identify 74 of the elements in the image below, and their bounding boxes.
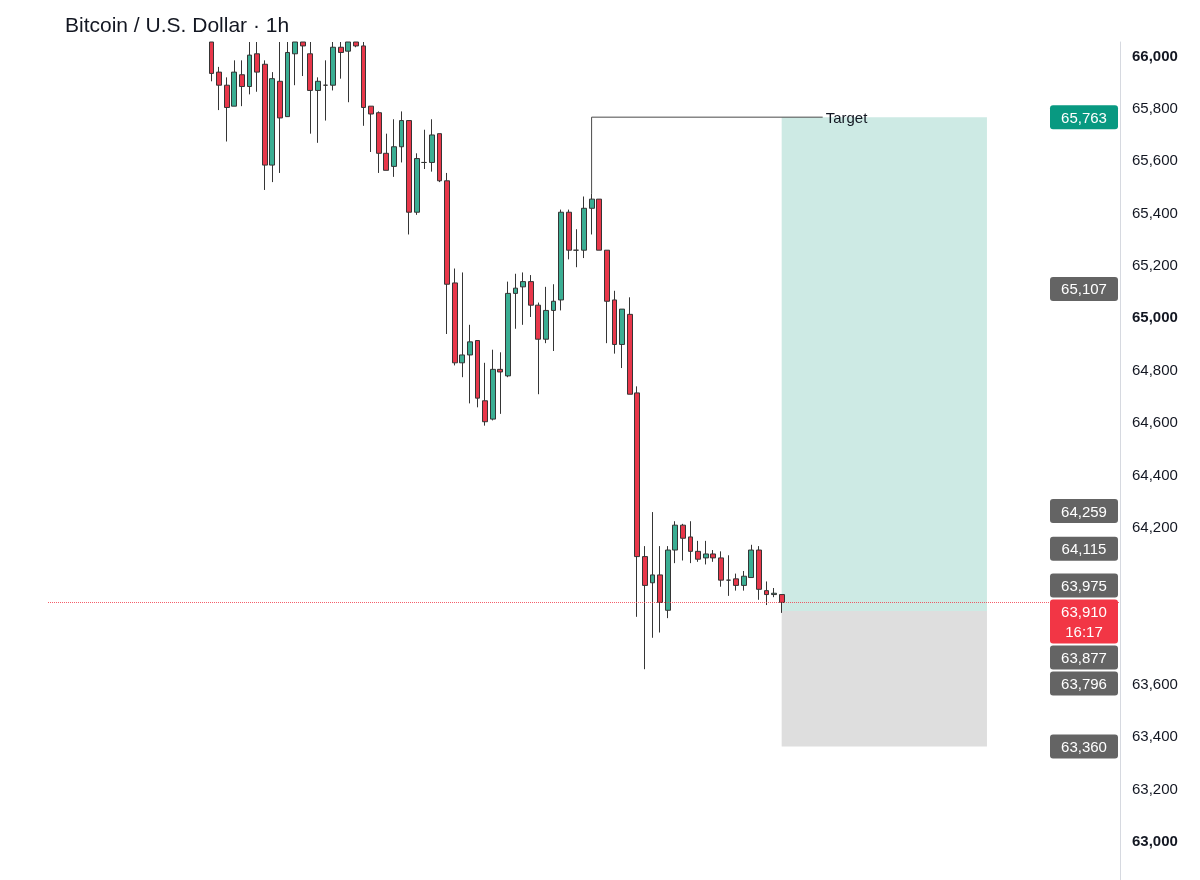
candlestick: [239, 59, 245, 107]
y-tick-label: 64,800: [1132, 360, 1178, 378]
candlestick: [444, 172, 450, 335]
candlestick: [619, 308, 625, 369]
candlestick: [771, 587, 777, 598]
y-tick-label: 66,000: [1132, 46, 1178, 64]
candlestick: [726, 554, 731, 597]
chart-title: Bitcoin / U.S. Dollar · 1h: [65, 13, 290, 36]
ref-line-label: 63,910: [1061, 602, 1107, 620]
candlestick: [399, 110, 404, 163]
candlestick: [209, 41, 214, 82]
candlestick: [323, 59, 328, 122]
candlestick: [406, 120, 412, 235]
y-tick-label: 63,400: [1132, 727, 1178, 745]
annotation: 63,360: [1061, 737, 1107, 755]
candlestick: [330, 41, 336, 91]
candlestick: [551, 283, 556, 352]
candlestick: [543, 286, 549, 344]
candlestick: [612, 290, 617, 355]
candlestick: [688, 520, 693, 564]
y-tick-label: 64,200: [1132, 517, 1178, 535]
annotation: 64,115: [1061, 540, 1107, 558]
y-tick-label: 65,400: [1132, 203, 1178, 221]
candlestick: [650, 511, 655, 639]
candlestick: [254, 41, 260, 93]
y-tick-label: 65,000: [1132, 308, 1178, 326]
annotation: 65,763: [1061, 108, 1107, 126]
candlestick: [520, 271, 526, 326]
candlestick: [315, 76, 321, 144]
candlestick: [307, 41, 313, 135]
candlestick: [756, 545, 762, 601]
candlestick: [695, 540, 701, 563]
candlestick: [353, 41, 359, 48]
y-tick-label: 65,800: [1132, 98, 1178, 116]
candlestick: [368, 105, 374, 153]
candlestick: [558, 209, 564, 311]
candlestick: [414, 152, 420, 216]
candlestick: [505, 281, 511, 378]
candlestick: [391, 118, 397, 178]
annotation: 63,877: [1061, 648, 1107, 666]
candlestick: [513, 273, 518, 330]
y-tick-label: 64,600: [1132, 413, 1178, 431]
candlestick: [680, 523, 686, 562]
annotation: 63,975: [1061, 576, 1107, 594]
annotation: 16:17: [1065, 622, 1103, 640]
y-tick-label: 63,000: [1132, 832, 1178, 850]
candlestick: [361, 41, 366, 127]
candlestick: [733, 573, 739, 592]
candlestick: [566, 209, 572, 260]
annotation: 65,107: [1061, 280, 1107, 298]
y-tick-label: 65,200: [1132, 256, 1178, 274]
y-tick-label: 63,600: [1132, 675, 1178, 693]
candlestick: [429, 118, 435, 173]
band-label: Target: [825, 108, 869, 126]
annotation: 63,796: [1061, 674, 1107, 692]
candlestick: [285, 41, 290, 118]
y-tick-label: 64,400: [1132, 465, 1178, 483]
candlestick: [604, 249, 610, 344]
candlestick: [573, 228, 579, 268]
candlestick: [718, 550, 724, 588]
candlestick: [475, 340, 480, 408]
annotation: 64,259: [1061, 502, 1107, 520]
candlestick: [247, 41, 252, 95]
candlestick: [292, 41, 298, 86]
y-tick-label: 65,600: [1132, 151, 1178, 169]
candlestick: [437, 133, 442, 183]
candlestick: [467, 324, 473, 404]
candlestick: [216, 66, 222, 111]
candlestick: [277, 41, 283, 174]
candlestick: [300, 41, 306, 77]
y-tick-label: 63,200: [1132, 779, 1178, 797]
candlestick: [581, 196, 587, 259]
candlestick: [421, 129, 427, 170]
candlestick: [482, 362, 488, 427]
